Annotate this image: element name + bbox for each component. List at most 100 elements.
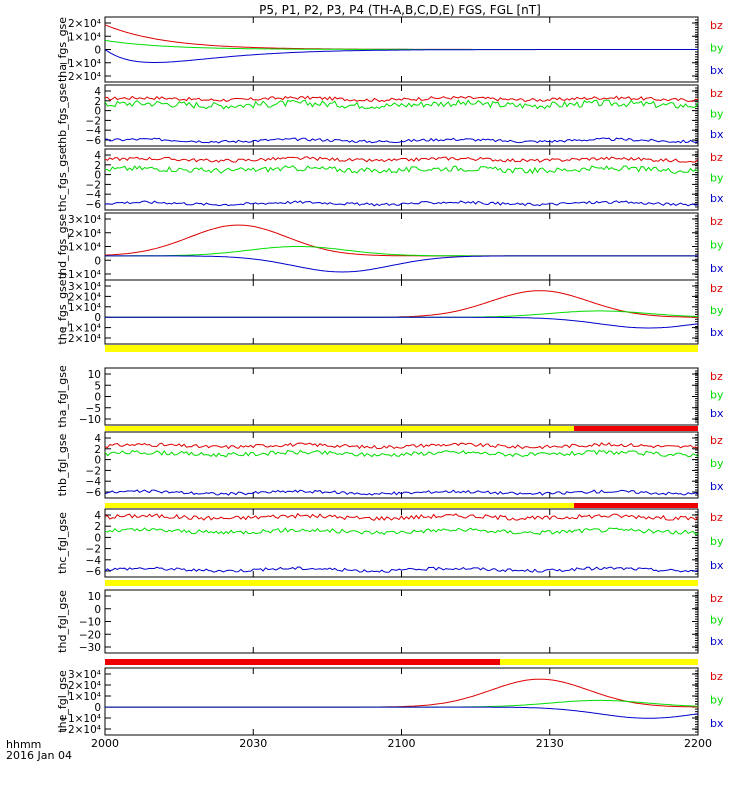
x-tick-label: 2130 — [536, 737, 564, 750]
x-tick-label: 2200 — [684, 737, 712, 750]
y-tick-label: 0 — [94, 455, 101, 467]
y-tick-label: 2 — [94, 444, 101, 456]
y-tick-label: −10 — [79, 617, 101, 629]
y-tick-label: 2×10⁴ — [68, 680, 101, 692]
availability-bar-3-1 — [105, 503, 574, 508]
y-tick-label: −6 — [86, 566, 102, 578]
series-line-bz — [105, 678, 698, 708]
y-axis-label: thd_fgl_gse — [56, 590, 69, 653]
legend-bx: bx — [710, 635, 724, 648]
legend-bx: bx — [710, 480, 724, 493]
y-tick-label: 1×10⁴ — [68, 691, 101, 703]
y-tick-label: 4 — [94, 433, 101, 445]
legend-by: by — [710, 172, 724, 185]
panel-frame — [104, 431, 699, 499]
y-tick-label: 2 — [94, 96, 101, 108]
series-line-by — [105, 165, 699, 175]
y-tick-label: 3×10⁴ — [68, 214, 101, 226]
legend-by: by — [710, 389, 724, 402]
panel-frame — [104, 589, 699, 654]
legend-bx: bx — [710, 559, 724, 572]
y-tick-label: −2×10⁴ — [59, 71, 101, 83]
panel-thc_fgl_gse: 420−2−4−6 thc_fgl_gse bz by bx — [56, 508, 724, 578]
panel-thb_fgl_gse: 420−2−4−6 thb_fgl_gse bz by bx — [56, 431, 724, 499]
x-tick-label: 2030 — [239, 737, 267, 750]
y-tick-label: −6 — [86, 135, 102, 147]
chart-title: P5, P1, P2, P3, P4 (TH-A,B,C,D,E) FGS, F… — [259, 3, 541, 17]
y-tick-label: 4 — [94, 150, 101, 162]
y-tick-label: 10 — [88, 369, 101, 381]
series-line-bz — [104, 512, 699, 521]
y-tick-label: 1×10⁴ — [68, 242, 101, 254]
legend-by: by — [710, 108, 724, 121]
legend-bx: bx — [710, 407, 724, 420]
y-tick-label: 2×10⁴ — [68, 18, 101, 30]
availability-bar-5-1 — [105, 659, 500, 665]
series-line-bz — [105, 290, 698, 318]
series-line-bx — [104, 49, 698, 63]
panel-thc_fgs_gse: 420−2−4−6 thc_fgs_gse bz by bx — [56, 147, 724, 212]
date-label: 2016 Jan 04 — [6, 749, 72, 762]
panel-frame — [104, 279, 699, 345]
series-line-bx — [104, 137, 699, 144]
y-tick-label: −1×10⁴ — [59, 713, 101, 725]
series-line-by — [105, 246, 698, 257]
series-line-bx — [105, 316, 699, 329]
availability-bar-3-2 — [574, 503, 698, 508]
y-tick-label: −4 — [86, 476, 102, 488]
series-line-bx — [104, 566, 699, 573]
y-axis-label: tha_fgs_gse — [56, 17, 69, 82]
legend-by: by — [710, 239, 724, 252]
y-tick-label: 0 — [94, 255, 101, 267]
series-line-bz — [104, 95, 699, 103]
y-tick-label: 2×10⁴ — [68, 228, 101, 240]
y-tick-label: −2 — [86, 115, 101, 127]
series-line-bz — [104, 224, 698, 257]
legend-by: by — [710, 614, 724, 627]
y-tick-label: 5 — [94, 380, 101, 392]
legend-bz: bz — [710, 87, 723, 100]
series-line-by — [104, 39, 698, 50]
y-tick-label: 0 — [94, 702, 101, 714]
panel-thb_fgs_gse: 420−2−4−6 thb_fgs_gse bz by bx — [56, 83, 724, 149]
panel-thd_fgl_gse: 100−10−20−30 thd_fgl_gse bz by bx — [56, 589, 724, 654]
legend-bx: bx — [710, 717, 724, 730]
x-tick-label: 2100 — [388, 737, 416, 750]
series-line-bx — [104, 200, 699, 207]
legend-bx: bx — [710, 262, 724, 275]
legend-bz: bz — [710, 215, 723, 228]
y-tick-label: −1×10⁴ — [59, 58, 101, 70]
availability-bar-2-1 — [105, 426, 574, 431]
series-line-by — [104, 449, 699, 458]
legend-by: by — [710, 304, 724, 317]
legend-bz: bz — [710, 370, 723, 383]
legend-bx: bx — [710, 128, 724, 141]
y-axis-label: the_fgs_gse — [56, 279, 69, 344]
y-axis-label: the_fgl_gse — [56, 670, 69, 733]
y-tick-label: 2×10⁴ — [68, 291, 101, 303]
legend-bz: bz — [710, 434, 723, 447]
legend-by: by — [710, 535, 724, 548]
series-line-bx — [105, 706, 699, 719]
panel-frame — [104, 667, 699, 736]
series-line-by — [105, 699, 699, 708]
y-tick-label: −4 — [86, 555, 102, 567]
y-axis-label: thc_fgs_gse — [56, 147, 69, 212]
legend-by: by — [710, 42, 724, 55]
y-tick-label: −1×10⁴ — [59, 323, 101, 335]
legend-bz: bz — [710, 19, 723, 32]
y-axis-label: thb_fgl_gse — [56, 433, 69, 496]
panel-frame — [104, 212, 699, 281]
legend-bz: bz — [710, 592, 723, 605]
availability-bar-2-2 — [574, 426, 698, 431]
availability-bar-4-1 — [105, 580, 698, 586]
y-tick-label: 0 — [94, 106, 101, 118]
y-tick-label: −6 — [86, 199, 102, 211]
series-line-by — [104, 99, 699, 110]
y-tick-label: 0 — [94, 312, 101, 324]
